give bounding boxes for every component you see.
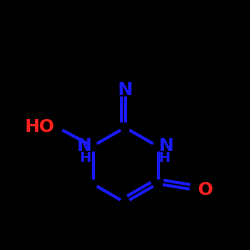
Text: N: N [118,81,132,99]
Text: H: H [80,150,91,164]
Text: HO: HO [25,118,55,136]
Text: O: O [198,181,213,199]
Text: N: N [159,137,174,155]
Text: N: N [76,137,91,155]
Text: H: H [159,150,170,164]
